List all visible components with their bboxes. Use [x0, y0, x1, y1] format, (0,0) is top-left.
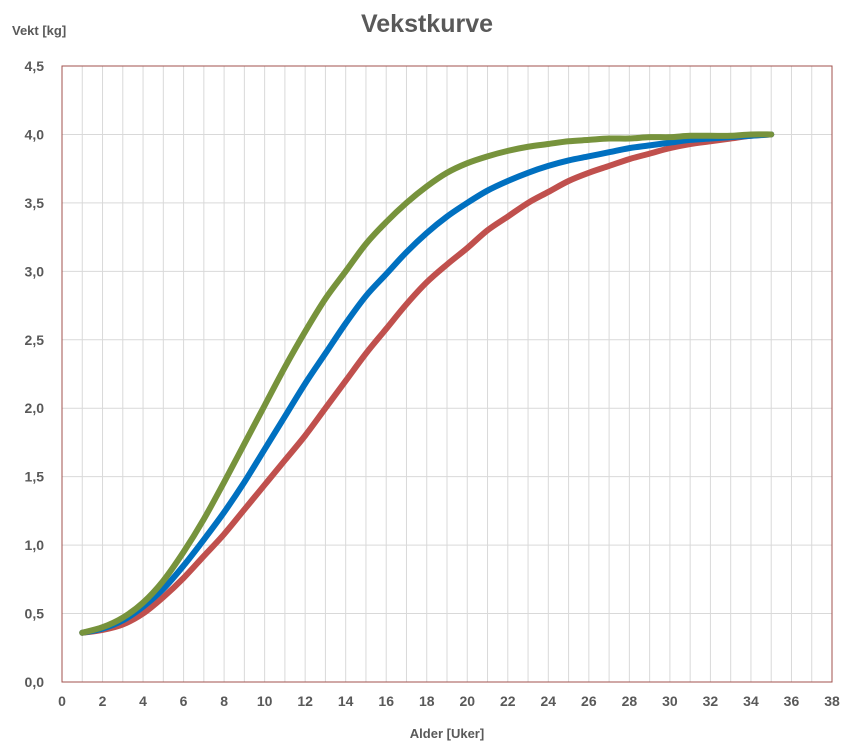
x-tick-label: 0 [58, 693, 66, 709]
x-tick-label: 16 [378, 693, 394, 709]
y-tick-label: 3,0 [25, 263, 45, 279]
y-tick-label: 3,5 [25, 195, 45, 211]
series-line [79, 131, 775, 636]
y-tick-label: 2,5 [25, 332, 45, 348]
series-line [79, 131, 775, 636]
x-tick-label: 38 [824, 693, 840, 709]
x-tick-label: 14 [338, 693, 354, 709]
x-tick-label: 30 [662, 693, 678, 709]
x-tick-label: 26 [581, 693, 597, 709]
series-line [79, 131, 775, 636]
x-tick-label: 20 [459, 693, 475, 709]
x-tick-label: 8 [220, 693, 228, 709]
y-axis-title: Vekt [kg] [12, 23, 66, 38]
y-tick-label: 2,0 [25, 400, 45, 416]
grid [62, 66, 832, 682]
x-axis-title: Alder [Uker] [410, 726, 484, 741]
y-tick-label: 4,0 [25, 126, 45, 142]
y-tick-label: 4,5 [25, 58, 45, 74]
chart-title: Vekstkurve [361, 10, 493, 38]
x-tick-label: 2 [99, 693, 107, 709]
x-tick-label: 6 [180, 693, 188, 709]
y-tick-label: 1,5 [25, 469, 45, 485]
y-tick-label: 0,0 [25, 674, 45, 690]
plot-area-border [61, 65, 833, 683]
x-tick-label: 4 [139, 693, 147, 709]
x-tick-label: 22 [500, 693, 516, 709]
tick-labels: 0,00,51,01,52,02,53,03,54,04,50 2 4 6 8 10 12 1… [25, 58, 840, 709]
x-tick-label: 10 [257, 693, 273, 709]
x-tick-label: 28 [622, 693, 638, 709]
series-lines [79, 131, 775, 636]
x-tick-label: 12 [297, 693, 313, 709]
x-tick-label: 32 [703, 693, 719, 709]
x-tick-label: 36 [784, 693, 800, 709]
y-tick-label: 0,5 [25, 606, 45, 622]
x-tick-label: 34 [743, 693, 759, 709]
y-tick-label: 1,0 [25, 537, 45, 553]
x-tick-label: 18 [419, 693, 435, 709]
x-tick-label: 24 [541, 693, 557, 709]
